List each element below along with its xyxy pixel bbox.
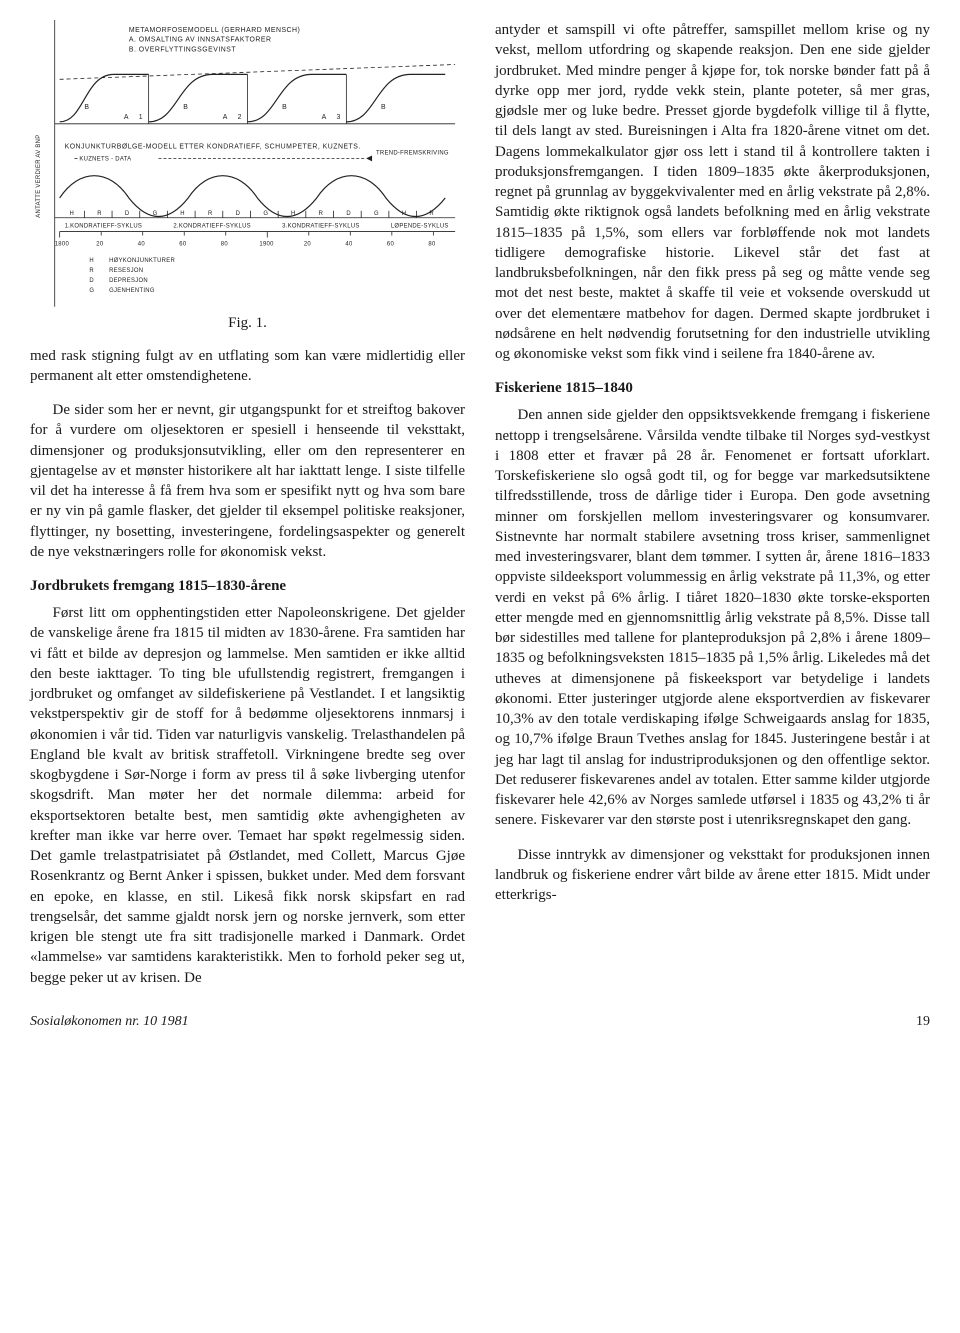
- page-number: 19: [916, 1014, 930, 1030]
- x-ticks: 1800 20 40 60 80 1900 20 40 60 80: [55, 241, 436, 247]
- svg-text:G: G: [153, 211, 158, 217]
- svg-text:60: 60: [387, 241, 395, 247]
- svg-text:R: R: [319, 211, 324, 217]
- svg-text:80: 80: [428, 241, 436, 247]
- page-two-column: .t { font-family: Arial, sans-serif; fil…: [30, 20, 930, 1002]
- left-column: .t { font-family: Arial, sans-serif; fil…: [30, 20, 465, 1002]
- svg-text:G: G: [374, 211, 379, 217]
- svg-text:60: 60: [179, 241, 187, 247]
- svg-text:R: R: [89, 268, 94, 274]
- svg-text:GJENHENTING: GJENHENTING: [109, 288, 155, 294]
- svg-text:H: H: [291, 211, 296, 217]
- svg-text:80: 80: [221, 241, 229, 247]
- svg-text:3: 3: [336, 114, 340, 121]
- svg-text:HØYKONJUNKTURER: HØYKONJUNKTURER: [109, 258, 175, 264]
- right-para-1: antyder et samspill vi ofte påtreffer, s…: [495, 20, 930, 364]
- svg-text:R: R: [429, 211, 434, 217]
- svg-text:40: 40: [345, 241, 353, 247]
- left-para-3: Først litt om opphentingstiden etter Nap…: [30, 603, 465, 988]
- svg-text:1: 1: [139, 114, 143, 121]
- svg-text:H: H: [180, 211, 185, 217]
- svg-text:DEPRESJON: DEPRESJON: [109, 278, 148, 284]
- right-para-2: Den annen side gjelder den oppsiktsvekke…: [495, 405, 930, 830]
- figure-caption: Fig. 1.: [30, 315, 465, 332]
- svg-text:LØPENDE-SYKLUS: LØPENDE-SYKLUS: [391, 224, 449, 230]
- svg-text:1.KONDRATIEFF-SYKLUS: 1.KONDRATIEFF-SYKLUS: [65, 224, 143, 230]
- svg-text:40: 40: [138, 241, 146, 247]
- svg-text:B: B: [183, 104, 188, 111]
- svg-text:D: D: [125, 211, 130, 217]
- phase-letters: H R D G H R D G H R D G H R: [70, 211, 434, 217]
- svg-text:2.KONDRATIEFF-SYKLUS: 2.KONDRATIEFF-SYKLUS: [173, 224, 251, 230]
- right-para-3: Disse inntrykk av dimensjoner og vekstta…: [495, 845, 930, 906]
- fig-title-1: METAMORFOSEMODELL (GERHARD MENSCH): [129, 27, 300, 34]
- fig-title-2a: A. OMSALTING AV INNSATSFAKTORER: [129, 37, 272, 44]
- legend: H HØYKONJUNKTURER R RESESJON D DEPRESJON G G…: [89, 258, 175, 294]
- left-para-2: De sider som her er nevnt, gir utgangspu…: [30, 400, 465, 562]
- svg-text:D: D: [346, 211, 351, 217]
- svg-text:D: D: [236, 211, 241, 217]
- journal-ref: Sosialøkonomen nr. 10 1981: [30, 1014, 189, 1030]
- svg-text:3.KONDRATIEFF-SYKLUS: 3.KONDRATIEFF-SYKLUS: [282, 224, 360, 230]
- svg-text:H: H: [402, 211, 407, 217]
- svg-text:R: R: [208, 211, 213, 217]
- svg-text:G: G: [263, 211, 268, 217]
- right-column: antyder et samspill vi ofte påtreffer, s…: [495, 20, 930, 1002]
- svg-text:20: 20: [96, 241, 104, 247]
- svg-text:B: B: [381, 104, 386, 111]
- fig-title-2b: B. OVERFLYTTINGSGEVINST: [129, 47, 236, 54]
- y-axis-label: ANTATTE VERDIER AV BNP: [36, 135, 42, 218]
- svg-text:A: A: [223, 114, 228, 121]
- svg-text:B: B: [282, 104, 287, 111]
- svg-text:H: H: [70, 211, 75, 217]
- heading-fiskeriene: Fiskeriene 1815–1840: [495, 380, 930, 397]
- kondratieff-diagram: .t { font-family: Arial, sans-serif; fil…: [30, 20, 465, 307]
- svg-text:G: G: [89, 288, 94, 294]
- svg-text:R: R: [97, 211, 102, 217]
- svg-text:RESESJON: RESESJON: [109, 268, 143, 274]
- mid-title: KONJUNKTURBØLGE-MODELL ETTER KONDRATIEFF…: [65, 144, 361, 151]
- svg-text:2: 2: [238, 114, 242, 121]
- svg-text:KUZNETS - DATA: KUZNETS - DATA: [79, 156, 131, 162]
- kondratieff-panel: H R D G H R D G H R D G H R: [55, 176, 455, 248]
- svg-text:D: D: [89, 278, 94, 284]
- svg-text:1900: 1900: [259, 241, 274, 247]
- svg-text:TREND-FREMSKRIVING: TREND-FREMSKRIVING: [376, 150, 449, 156]
- heading-jordbruket: Jordbrukets fremgang 1815–1830-årene: [30, 578, 465, 595]
- svg-text:H: H: [89, 258, 94, 264]
- svg-text:20: 20: [304, 241, 312, 247]
- metamorphose-panel: B A 1 B A 2 B A 3 B: [55, 64, 455, 123]
- figure-1: .t { font-family: Arial, sans-serif; fil…: [30, 20, 465, 307]
- svg-text:B: B: [84, 104, 89, 111]
- svg-text:A: A: [322, 114, 327, 121]
- svg-text:1800: 1800: [55, 241, 70, 247]
- page-footer: Sosialøkonomen nr. 10 1981 19: [30, 1014, 930, 1030]
- left-para-1: med rask stigning fulgt av en utflating …: [30, 346, 465, 387]
- svg-text:A: A: [124, 114, 129, 121]
